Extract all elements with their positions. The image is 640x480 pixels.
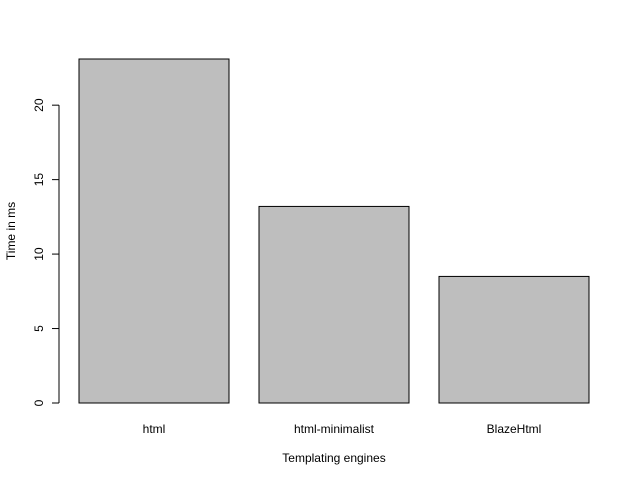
y-tick-label: 10 — [32, 247, 46, 261]
y-tick-label: 0 — [32, 399, 46, 406]
x-tick-label: BlazeHtml — [487, 422, 542, 436]
bar — [78, 58, 230, 404]
x-tick-label: html-minimalist — [294, 422, 375, 436]
y-tick-label: 20 — [32, 98, 46, 112]
bar — [438, 275, 590, 404]
y-tick-label: 15 — [32, 173, 46, 187]
x-axis-title: Templating engines — [282, 451, 385, 465]
y-tick-label: 5 — [32, 325, 46, 332]
x-tick-label: html — [143, 422, 166, 436]
y-axis-title: Time in ms — [4, 202, 18, 260]
bar — [258, 205, 410, 404]
